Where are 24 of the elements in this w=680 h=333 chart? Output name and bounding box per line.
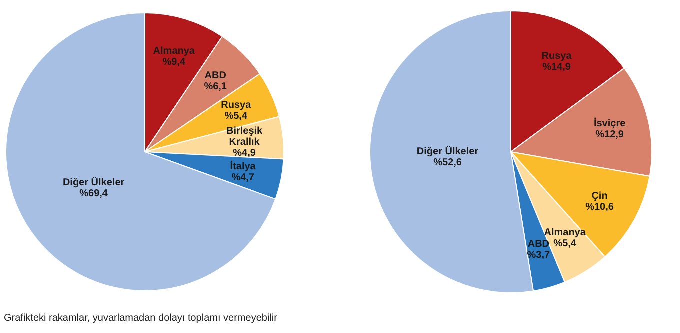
data-label: %4,9 bbox=[233, 147, 256, 158]
slice-label: İsviçre bbox=[594, 116, 626, 129]
slice-label: Rusya bbox=[221, 100, 252, 111]
slice-label: ABD bbox=[528, 238, 550, 250]
data-label: %4,7 bbox=[232, 172, 255, 183]
data-label: %12,9 bbox=[596, 128, 624, 140]
data-label: %9,4 bbox=[162, 56, 186, 68]
data-label: %5,4 bbox=[554, 238, 577, 250]
data-label: %52,6 bbox=[434, 157, 462, 168]
slice-label: Rusya bbox=[542, 50, 572, 62]
data-label: %5,4 bbox=[224, 110, 248, 122]
data-label: %6,1 bbox=[204, 81, 228, 92]
slice-label: Birleşik Krallık bbox=[226, 125, 264, 148]
slice-label: İtalya bbox=[230, 160, 256, 172]
data-label: %69,4 bbox=[80, 188, 108, 200]
slice-label: Almanya bbox=[153, 45, 196, 56]
slice-label: Diğer Ülkeler bbox=[416, 145, 479, 158]
text: Grafikteki rakamlar, yuvarlamadan dolayı toplamı vermeyebilir bbox=[4, 313, 278, 324]
data-label: %10,6 bbox=[586, 201, 614, 212]
slice-label: Almanya bbox=[544, 227, 586, 238]
data-label: %14,9 bbox=[542, 62, 572, 73]
slice-label: Çin bbox=[592, 190, 608, 202]
slice-label: Diğer Ülkeler bbox=[62, 176, 125, 188]
slice-label: ABD bbox=[204, 70, 226, 82]
